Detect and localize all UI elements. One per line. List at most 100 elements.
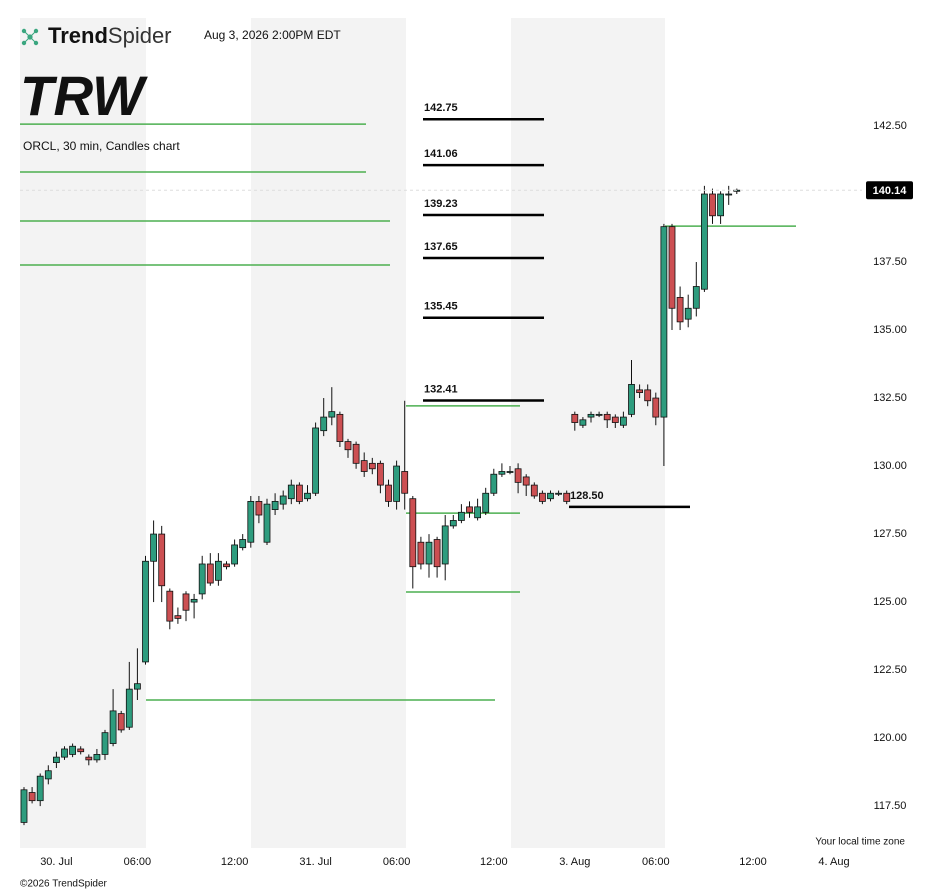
candle-body	[255, 501, 263, 516]
x-tick-label: 4. Aug	[818, 856, 849, 868]
x-tick-label: 12:00	[739, 856, 767, 868]
candle-body	[376, 462, 384, 486]
session-shade	[20, 18, 146, 848]
candle-body	[69, 745, 76, 755]
candle-body	[587, 413, 595, 418]
candle-body	[506, 471, 514, 473]
candle-body	[44, 770, 52, 780]
candle-body	[352, 443, 360, 464]
candle-body	[53, 756, 60, 763]
candle-body	[101, 732, 109, 755]
candle-body	[709, 193, 716, 217]
candle-body	[142, 560, 149, 663]
candle-body	[287, 484, 295, 500]
candle-body	[20, 789, 28, 823]
candle-body	[328, 411, 336, 418]
candle-body	[539, 492, 546, 502]
candle-body	[563, 492, 571, 502]
candle-body	[117, 713, 125, 731]
candle-body	[271, 501, 279, 510]
y-tick-label: 120.00	[873, 732, 907, 744]
x-tick-label: 12:00	[480, 856, 508, 868]
candle-body	[174, 615, 182, 619]
level-label: 142.75	[424, 102, 458, 114]
last-price-box	[866, 181, 913, 200]
candle-body	[401, 471, 409, 494]
level-label: 135.45	[424, 301, 458, 313]
candle-body	[522, 476, 530, 486]
candle-body	[182, 593, 190, 611]
candle-body	[198, 563, 206, 595]
x-tick-label: 06:00	[124, 856, 152, 868]
candle-body	[611, 416, 619, 423]
level-label: 132.41	[424, 383, 458, 395]
brand-logo: TrendSpider	[48, 23, 172, 48]
y-tick-label: 117.50	[874, 800, 907, 812]
candle-body	[150, 533, 158, 562]
last-price-label: 140.14	[873, 185, 908, 197]
candle-body	[725, 193, 733, 196]
y-tick-label: 135.00	[873, 324, 907, 336]
candle-body	[223, 563, 230, 568]
candle-body	[312, 427, 320, 494]
candle-body	[295, 484, 303, 502]
candle-body	[85, 756, 93, 761]
candle-body	[417, 541, 425, 565]
candle-body	[644, 389, 652, 402]
x-tick-label: 3. Aug	[559, 856, 590, 868]
candle-body	[595, 413, 603, 416]
candle-body	[676, 296, 684, 323]
x-tick-label: 12:00	[221, 856, 249, 868]
candle-body	[466, 506, 473, 513]
candle-body	[571, 413, 579, 423]
candle-body	[109, 710, 117, 744]
candle-body	[231, 544, 239, 565]
candle-body	[628, 384, 635, 415]
candle-body	[344, 441, 352, 451]
candle-body	[555, 492, 562, 495]
candle-body	[603, 413, 611, 421]
session-shade	[251, 18, 406, 848]
x-tick-label: 30. Jul	[40, 856, 72, 868]
x-tick-label: 06:00	[383, 856, 411, 868]
candle-body	[393, 465, 401, 502]
y-tick-label: 127.50	[873, 528, 907, 540]
timezone-note: Your local time zone	[815, 837, 905, 848]
y-tick-label: 142.50	[873, 120, 907, 132]
x-tick-label: 06:00	[642, 856, 670, 868]
candle-body	[498, 471, 506, 475]
candle-body	[239, 539, 247, 549]
y-tick-label: 122.50	[873, 664, 907, 676]
x-tick-label: 31. Jul	[299, 856, 331, 868]
candle-body	[279, 495, 287, 505]
watermark-logo: TRW	[20, 64, 148, 127]
candle-body	[449, 520, 457, 527]
candle-body	[441, 525, 449, 565]
chart-title: ORCL, 30 min, Candles chart	[23, 139, 180, 153]
candle-body	[214, 560, 222, 581]
logo-icon	[21, 28, 39, 46]
y-tick-label: 130.00	[873, 460, 907, 472]
candle-body	[660, 226, 668, 418]
timestamp: Aug 3, 2026 2:00PM EDT	[204, 28, 341, 42]
level-label: 139.23	[424, 198, 458, 210]
brand-bold: Trend	[48, 23, 108, 48]
candle-body	[385, 484, 392, 502]
candle-body	[514, 468, 522, 483]
candle-body	[158, 533, 166, 587]
candle-body	[28, 792, 36, 802]
candle-body	[61, 748, 68, 758]
level-label: 141.06	[424, 148, 458, 160]
candle-body	[190, 598, 198, 603]
candle-body	[579, 419, 587, 426]
candle-body	[530, 484, 538, 497]
candle-body	[368, 462, 376, 470]
y-tick-label: 137.50	[873, 256, 907, 268]
candle-body	[77, 748, 85, 753]
candle-body	[166, 590, 174, 622]
candle-body	[668, 226, 676, 309]
candle-body	[93, 754, 101, 761]
candle-body	[320, 416, 328, 432]
candle-body	[684, 307, 692, 320]
